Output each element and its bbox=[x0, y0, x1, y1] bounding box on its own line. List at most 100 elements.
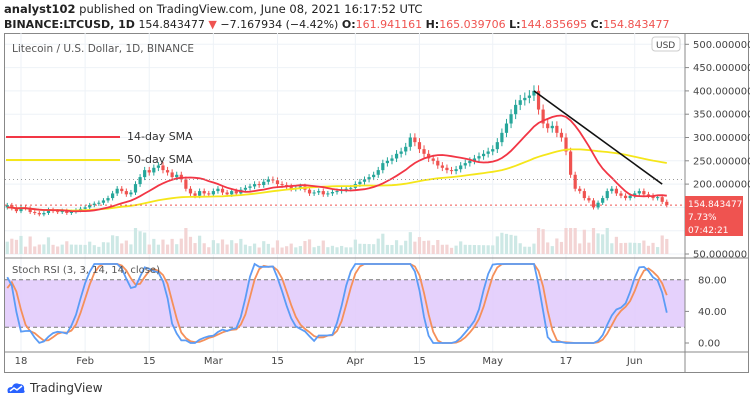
stoch-rsi-panel bbox=[5, 262, 685, 344]
price-tick: 450.000000 bbox=[693, 63, 750, 74]
chart-svg[interactable]: 50.000000 200.000000 250.000000 300.000000 3… bbox=[0, 0, 750, 380]
volume-bar bbox=[564, 228, 568, 254]
price-tick: 350.000000 bbox=[693, 110, 750, 121]
candle bbox=[60, 210, 64, 213]
volume-bar bbox=[92, 245, 96, 254]
volume-bar bbox=[193, 243, 197, 254]
candle bbox=[642, 191, 646, 195]
legend-14-label: 14-day SMA bbox=[127, 130, 193, 143]
chart-frame[interactable] bbox=[4, 33, 749, 373]
volume-bar bbox=[555, 238, 559, 254]
stoch-tick: 0.00 bbox=[698, 339, 720, 350]
volume-bar bbox=[184, 228, 188, 254]
candle bbox=[289, 186, 293, 189]
volume-bar bbox=[408, 232, 412, 254]
volume-bar bbox=[211, 240, 215, 254]
candle bbox=[129, 192, 133, 195]
volume-bar bbox=[14, 239, 19, 254]
candle bbox=[230, 191, 234, 195]
tradingview-logo[interactable]: TradingView bbox=[6, 381, 103, 395]
candle bbox=[394, 153, 399, 159]
candle bbox=[193, 193, 197, 196]
candle bbox=[335, 191, 339, 193]
candle bbox=[431, 158, 435, 161]
volume-bar bbox=[619, 243, 623, 254]
volume-bar bbox=[101, 242, 106, 254]
candle bbox=[198, 191, 202, 196]
volume-bar bbox=[573, 228, 577, 254]
candle bbox=[207, 193, 211, 195]
volume-bar bbox=[106, 242, 110, 254]
volume-bar bbox=[198, 235, 202, 254]
volume-bar bbox=[385, 244, 389, 254]
time-tick: 15 bbox=[143, 356, 156, 367]
candle bbox=[605, 191, 609, 199]
volume-bar bbox=[243, 244, 248, 254]
volume-bar bbox=[175, 244, 179, 254]
candle bbox=[312, 192, 316, 194]
candle bbox=[220, 188, 225, 193]
candle bbox=[573, 174, 577, 189]
volume-bar bbox=[504, 233, 509, 254]
volume-bar bbox=[417, 237, 422, 254]
volume-bar bbox=[623, 242, 628, 254]
close-label: C: bbox=[590, 18, 604, 31]
currency-badge[interactable] bbox=[651, 36, 681, 52]
candle bbox=[271, 179, 275, 181]
volume-bar bbox=[637, 243, 641, 254]
volume-bar bbox=[440, 244, 444, 254]
volume-bar bbox=[321, 240, 325, 254]
candle bbox=[120, 188, 124, 192]
candle bbox=[472, 158, 477, 161]
price-tick: 250.000000 bbox=[693, 156, 750, 167]
volume-bar bbox=[225, 244, 229, 254]
candle bbox=[88, 205, 92, 208]
candle bbox=[275, 180, 280, 185]
open-label: O: bbox=[341, 18, 356, 31]
author[interactable]: analyst102 bbox=[4, 2, 76, 16]
price-tag-price: 154.843477 bbox=[688, 200, 742, 210]
time-tick: 15 bbox=[271, 356, 284, 367]
volume-bar bbox=[133, 228, 138, 254]
volume-bar bbox=[165, 244, 170, 254]
candle bbox=[111, 193, 115, 199]
volume-bar bbox=[422, 240, 426, 254]
legend-50-label: 50-day SMA bbox=[127, 153, 193, 166]
volume-bar bbox=[390, 245, 394, 254]
candle bbox=[569, 151, 573, 175]
volume-bar bbox=[605, 228, 609, 254]
candle bbox=[486, 151, 490, 154]
candle bbox=[234, 191, 238, 194]
volume-bar bbox=[147, 244, 151, 254]
volume-bar bbox=[69, 244, 73, 254]
volume-bar bbox=[207, 247, 211, 254]
candle bbox=[495, 142, 499, 150]
low-label: L: bbox=[509, 18, 521, 31]
candle bbox=[381, 163, 385, 171]
candle bbox=[459, 165, 463, 170]
volume-bar bbox=[262, 241, 266, 254]
candle bbox=[546, 123, 550, 129]
volume-bar bbox=[651, 242, 655, 254]
candle bbox=[133, 184, 138, 193]
candle bbox=[5, 205, 9, 208]
volume-bar bbox=[289, 243, 293, 254]
volume-bar bbox=[312, 247, 316, 254]
volume-bar bbox=[436, 240, 440, 254]
stoch-tick: 40.00 bbox=[698, 307, 727, 318]
candle bbox=[633, 193, 637, 196]
candle bbox=[326, 193, 330, 195]
candle bbox=[376, 170, 380, 175]
candle bbox=[243, 187, 248, 190]
volume-bar bbox=[285, 246, 289, 254]
volume-bar bbox=[88, 241, 92, 254]
volume-bar bbox=[353, 239, 357, 254]
volume-bar bbox=[42, 244, 46, 254]
volume-bar bbox=[33, 246, 37, 254]
volume-bar bbox=[307, 239, 312, 254]
candle bbox=[156, 165, 160, 168]
volume-bar bbox=[596, 233, 600, 254]
volume-bar bbox=[536, 228, 541, 254]
candle bbox=[211, 191, 215, 195]
candle bbox=[28, 208, 32, 213]
